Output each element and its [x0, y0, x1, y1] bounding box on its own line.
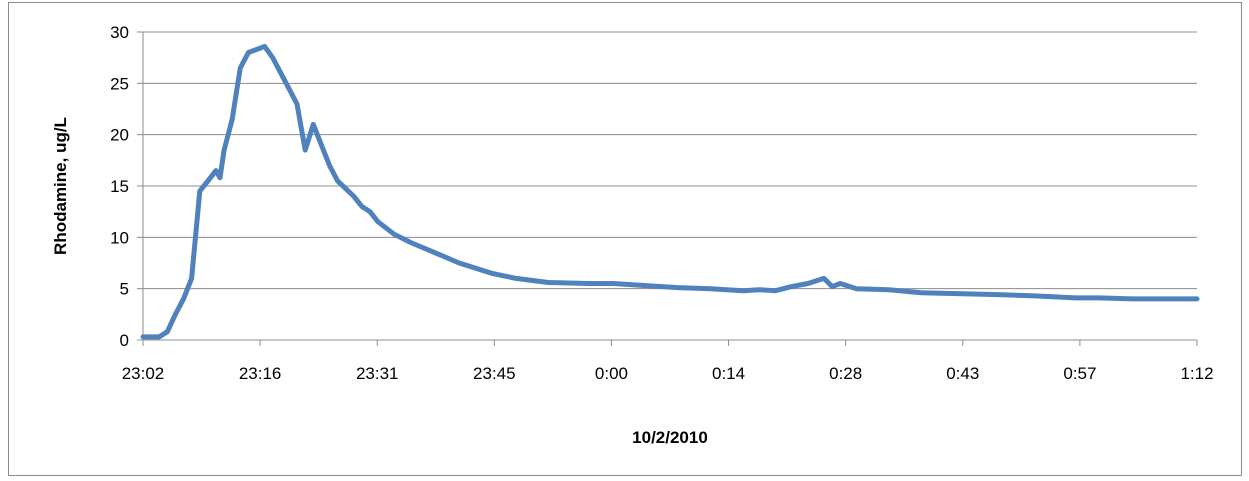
- x-tick-label: 0:14: [712, 364, 745, 383]
- x-tick-label: 23:02: [122, 364, 165, 383]
- x-tick-label: 0:00: [595, 364, 628, 383]
- x-axis-title: 10/2/2010: [632, 428, 708, 447]
- chart-area: [8, 2, 1242, 476]
- x-tick-label: 23:16: [239, 364, 282, 383]
- x-tick-label: 0:57: [1063, 364, 1096, 383]
- y-tick-label: 0: [120, 331, 129, 350]
- x-tick-label: 0:43: [946, 364, 979, 383]
- series-layer: [140, 43, 1200, 340]
- y-axis-title: Rhodamine, ug/L: [51, 117, 70, 255]
- gridlines: [143, 31, 1197, 290]
- x-tick-label: 1:12: [1180, 364, 1213, 383]
- series-line: [140, 43, 1200, 340]
- x-tick-label: 0:28: [829, 364, 862, 383]
- tick-labels: 0 5 10 15 20 25 30 23:02 23:16 23:31 23:45 0:00 0:14…: [110, 23, 1213, 383]
- y-tick-label: 25: [110, 74, 129, 93]
- y-tick-label: 15: [110, 177, 129, 196]
- y-tick-label: 10: [110, 228, 129, 247]
- y-tick-label: 30: [110, 23, 129, 42]
- axes: [137, 31, 1198, 346]
- x-tick-label: 23:45: [473, 364, 516, 383]
- y-tick-label: 20: [110, 126, 129, 145]
- x-tick-label: 23:31: [356, 364, 399, 383]
- y-tick-label: 5: [120, 280, 129, 299]
